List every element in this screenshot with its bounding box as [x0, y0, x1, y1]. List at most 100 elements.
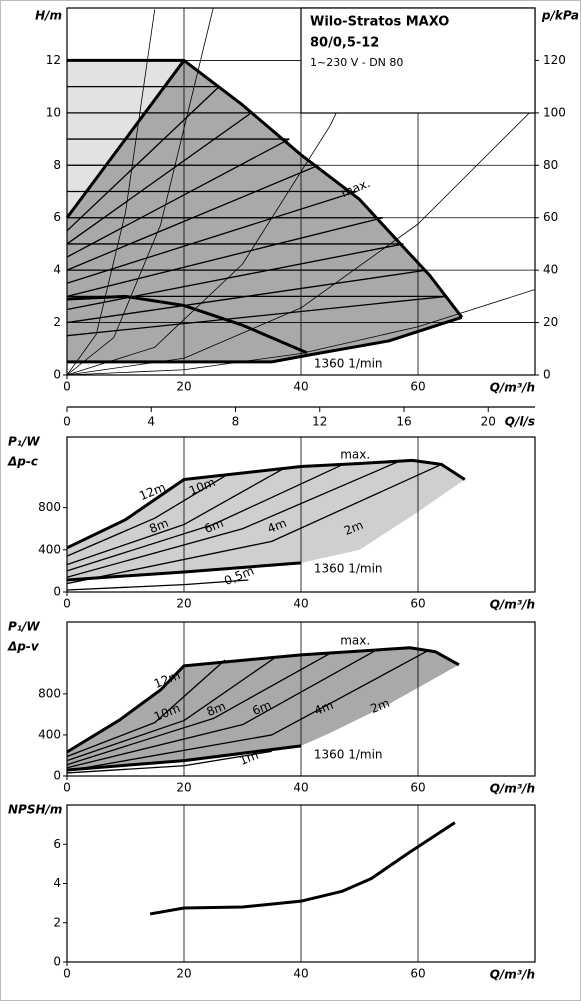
plot-frame [66, 804, 536, 963]
x-axis-label: Q/m³/h [490, 598, 535, 612]
curve [66, 652, 331, 766]
annotation: 1m [237, 748, 260, 768]
y-tick-label: 6 [53, 837, 61, 851]
y2-tick-label: 120 [543, 53, 566, 67]
curve [66, 295, 448, 337]
curve [66, 646, 460, 754]
x2-tick-label: 0 [63, 415, 71, 429]
x2-tick-label: 20 [481, 415, 496, 429]
curve [66, 468, 284, 566]
annotation: max. [340, 447, 370, 461]
y2-tick-label: 80 [543, 158, 558, 172]
x-axis-label: Q/m³/h [490, 968, 535, 982]
x2-axis-label: Q/l/s [505, 415, 535, 429]
y-tick-label: 0 [53, 955, 61, 969]
x-tick-label: 0 [63, 967, 71, 981]
curve [67, 58, 464, 319]
y2-tick-label: 20 [543, 315, 558, 329]
annotation: 1360 1/min [314, 562, 383, 576]
y-tick-label: 8 [53, 158, 61, 172]
y2-tick-label: 40 [543, 263, 558, 277]
annotation: 4m [312, 698, 335, 718]
annotation: 1360 1/min [314, 356, 383, 370]
curve [66, 649, 378, 769]
chart-subtitle: 80/0,5-12 [310, 36, 379, 51]
curve [66, 86, 220, 232]
curve [66, 190, 357, 284]
annotation: 1360 1/min [314, 748, 383, 762]
x2-tick-label: 8 [232, 415, 240, 429]
y-tick-label: 6 [53, 210, 61, 224]
curve [66, 138, 290, 258]
curve [66, 475, 226, 557]
x-tick-label: 40 [293, 781, 308, 795]
y-axis-label: Δp-v [7, 640, 40, 654]
y-axis-label: NPSH/m [8, 803, 62, 817]
x-tick-label: 20 [176, 380, 191, 394]
curve [66, 579, 249, 591]
curve [66, 463, 442, 585]
y-tick-label: 0 [53, 769, 61, 783]
y-tick-label: 2 [53, 915, 61, 929]
x2-tick-label: 4 [147, 415, 155, 429]
y-tick-label: 400 [38, 727, 61, 741]
x-tick-label: 40 [293, 967, 308, 981]
curve [66, 458, 466, 550]
curve [66, 217, 384, 297]
y2-tick-label: 0 [543, 368, 551, 382]
x2-tick-label: 12 [312, 415, 327, 429]
x-tick-label: 60 [410, 597, 425, 611]
curve [66, 9, 156, 376]
y-tick-label: 10 [46, 105, 61, 119]
curve [66, 464, 343, 572]
annotation: 2m [342, 518, 365, 538]
annotation: 6m [250, 698, 273, 718]
x-axis-label: Q/m³/h [490, 782, 535, 796]
curve [66, 460, 401, 578]
curve [66, 112, 252, 245]
x-tick-label: 20 [176, 781, 191, 795]
x-tick-label: 60 [410, 967, 425, 981]
annotation: 8m [205, 699, 228, 719]
y-tick-label: 12 [46, 53, 61, 67]
y-axis-label: P₁/W [8, 435, 40, 449]
curve [66, 750, 272, 774]
x-tick-label: 0 [63, 380, 71, 394]
annotation: 6m [202, 516, 225, 536]
x-tick-label: 20 [176, 967, 191, 981]
operating-range [67, 60, 462, 362]
y2-tick-label: 100 [543, 105, 566, 119]
y-tick-label: 2 [53, 315, 61, 329]
plot-frame [66, 436, 536, 593]
curve [66, 659, 226, 758]
curve [67, 315, 463, 364]
y-tick-label: 400 [38, 542, 61, 556]
title-box [300, 7, 536, 114]
x-tick-label: 60 [410, 380, 425, 394]
x-tick-label: 20 [176, 597, 191, 611]
curve [66, 655, 278, 762]
curve [66, 561, 302, 582]
x-tick-label: 0 [63, 597, 71, 611]
y-tick-label: 800 [38, 500, 61, 514]
curve [149, 821, 456, 916]
annotation: 2m [368, 696, 391, 716]
x-tick-label: 0 [63, 781, 71, 795]
chart-note: 1~230 V - DN 80 [310, 56, 403, 69]
y-tick-label: 4 [53, 876, 61, 890]
curve [66, 649, 431, 772]
curve [66, 243, 404, 311]
x-tick-label: 40 [293, 597, 308, 611]
curve [66, 164, 319, 271]
annotation: 4m [265, 516, 288, 536]
plot-frame [66, 621, 536, 777]
x-axis-label: Q/m³/h [490, 381, 535, 395]
operating-range [67, 647, 459, 770]
y2-axis-label: p/kPa [541, 9, 579, 23]
y-tick-label: 800 [38, 686, 61, 700]
curve [66, 269, 427, 324]
curve [66, 112, 530, 376]
y2-tick-label: 60 [543, 210, 558, 224]
y-axis-label: H/m [35, 9, 62, 23]
